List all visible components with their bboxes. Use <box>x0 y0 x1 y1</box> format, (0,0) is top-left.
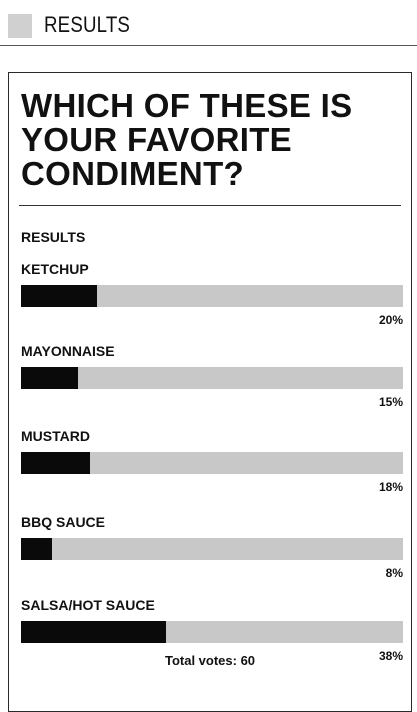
result-bar-fill <box>21 452 90 474</box>
poll-question: WHICH OF THESE IS YOUR FAVORITE CONDIMEN… <box>21 87 353 192</box>
result-bar-fill <box>21 538 52 560</box>
poll-option-mayonnaise: MAYONNAISE 15% <box>21 343 403 423</box>
result-bar-track <box>21 621 403 643</box>
option-label: MAYONNAISE <box>21 343 115 359</box>
option-percent: 18% <box>378 480 403 494</box>
option-label: BBQ SAUCE <box>21 514 106 530</box>
poll-option-ketchup: KETCHUP 20% <box>21 261 403 341</box>
option-percent: 8% <box>385 566 403 580</box>
poll-results-card: WHICH OF THESE IS YOUR FAVORITE CONDIMEN… <box>8 72 412 712</box>
poll-option-bbq-sauce: BBQ SAUCE 8% <box>21 514 403 594</box>
section-header: RESULTS <box>0 0 417 46</box>
option-percent: 20% <box>378 313 403 327</box>
option-percent: 38% <box>378 649 403 663</box>
option-label: KETCHUP <box>21 261 89 277</box>
result-bar-fill <box>21 621 167 643</box>
result-bar-track <box>21 538 403 560</box>
result-bar-fill <box>21 285 98 307</box>
result-bar-track <box>21 285 403 307</box>
total-votes: Total votes: 60 <box>164 653 256 668</box>
result-bar-track <box>21 367 403 389</box>
option-percent: 15% <box>378 395 403 409</box>
poll-option-mustard: MUSTARD 18% <box>21 428 403 508</box>
section-header-label: RESULTS <box>44 12 131 37</box>
section-header-swatch <box>8 14 32 38</box>
result-bar-fill <box>21 367 79 389</box>
results-heading: RESULTS <box>21 229 86 245</box>
option-label: MUSTARD <box>21 428 90 444</box>
section-header-divider <box>0 45 417 46</box>
question-divider <box>19 205 401 206</box>
poll-option-salsa-hot-sauce: SALSA/HOT SAUCE 38% <box>21 597 403 677</box>
option-label: SALSA/HOT SAUCE <box>21 597 155 613</box>
result-bar-track <box>21 452 403 474</box>
